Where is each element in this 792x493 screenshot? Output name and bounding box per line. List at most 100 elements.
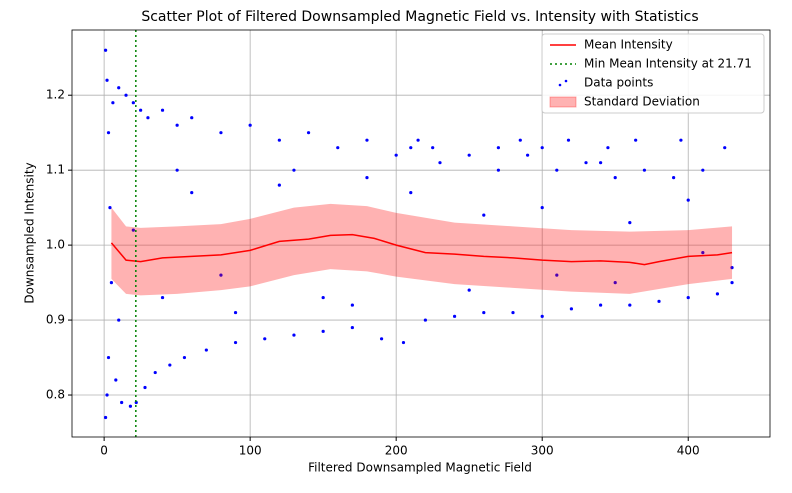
x-tick-label: 0 (100, 444, 108, 458)
data-point (336, 146, 340, 150)
data-point (350, 325, 354, 330)
data-point (584, 161, 588, 165)
data-point (409, 146, 413, 150)
x-tick-label: 400 (677, 444, 700, 458)
data-point (263, 337, 267, 341)
data-point (401, 340, 406, 345)
data-point (540, 206, 544, 210)
data-point (277, 183, 281, 187)
data-point (168, 363, 172, 367)
data-point (109, 280, 114, 285)
data-point (438, 161, 442, 165)
data-point (143, 385, 147, 390)
data-point (204, 348, 208, 352)
data-point (277, 138, 281, 142)
legend-label: Mean Intensity (584, 38, 673, 52)
chart-title: Scatter Plot of Filtered Downsampled Mag… (141, 9, 698, 25)
data-point (131, 101, 135, 105)
data-point (686, 295, 690, 300)
data-point (160, 295, 165, 300)
data-point (599, 161, 603, 165)
data-point (730, 280, 734, 285)
data-point (105, 78, 109, 82)
data-point (106, 131, 111, 135)
data-point (106, 355, 111, 360)
data-point (566, 138, 571, 142)
y-tick-label: 1.0 (46, 238, 65, 252)
data-point (248, 123, 252, 127)
data-point (365, 138, 369, 142)
data-point (482, 310, 486, 315)
data-point (219, 131, 223, 135)
data-point (467, 153, 471, 157)
data-point (496, 146, 500, 150)
data-point (701, 168, 705, 172)
data-point (723, 146, 727, 150)
data-point (452, 314, 457, 318)
data-point (628, 303, 632, 307)
legend-label: Min Mean Intensity at 21.71 (584, 57, 752, 71)
data-point (233, 310, 238, 315)
data-point (306, 131, 311, 135)
data-point (321, 329, 325, 333)
data-point (569, 307, 574, 311)
data-point (146, 116, 150, 120)
data-point (555, 273, 559, 277)
x-tick-label: 100 (239, 444, 262, 458)
data-point (431, 146, 435, 150)
data-point (365, 176, 369, 180)
data-point (634, 138, 638, 142)
data-point (131, 228, 135, 232)
data-point (606, 146, 610, 150)
data-point (409, 191, 413, 195)
legend-label: Data points (584, 76, 653, 90)
x-axis-label: Filtered Downsampled Magnetic Field (308, 461, 532, 475)
data-point (715, 292, 720, 296)
data-point (117, 86, 121, 90)
y-axis-label: Downsampled Intensity (23, 162, 37, 303)
y-tick-label: 0.8 (46, 388, 65, 402)
plot-frame (71, 29, 771, 438)
data-point (292, 333, 296, 337)
y-tick-label: 1.1 (46, 163, 65, 177)
data-point (525, 153, 530, 157)
data-point (701, 251, 705, 255)
data-point (105, 393, 109, 397)
data-point (124, 93, 128, 97)
data-point (120, 400, 124, 405)
data-point (679, 138, 683, 142)
data-point (190, 191, 194, 195)
data-point (613, 176, 617, 180)
data-point (423, 318, 427, 322)
legend-box (541, 33, 765, 114)
data-point (555, 168, 559, 172)
data-point (292, 168, 296, 172)
data-point (657, 299, 661, 303)
data-point (233, 340, 238, 345)
data-point (321, 295, 325, 300)
data-point (511, 310, 515, 315)
data-point (160, 108, 165, 112)
legend-swatch (549, 96, 577, 108)
x-tick-label: 300 (531, 444, 554, 458)
data-point (175, 168, 179, 172)
data-point (416, 138, 420, 142)
data-point (175, 123, 179, 127)
data-point (139, 108, 143, 112)
data-point (190, 116, 194, 120)
data-point (114, 378, 118, 382)
y-tick-label: 1.2 (46, 88, 65, 102)
data-point (182, 355, 187, 360)
data-point (642, 168, 647, 172)
data-point (540, 146, 544, 150)
data-point (482, 213, 486, 217)
data-point (103, 415, 108, 420)
data-point (128, 404, 133, 408)
data-point (540, 314, 544, 318)
y-tick-label: 0.9 (46, 313, 65, 327)
data-point (613, 280, 617, 285)
x-tick-label: 200 (385, 444, 408, 458)
data-point (219, 273, 223, 277)
data-point (111, 101, 115, 105)
